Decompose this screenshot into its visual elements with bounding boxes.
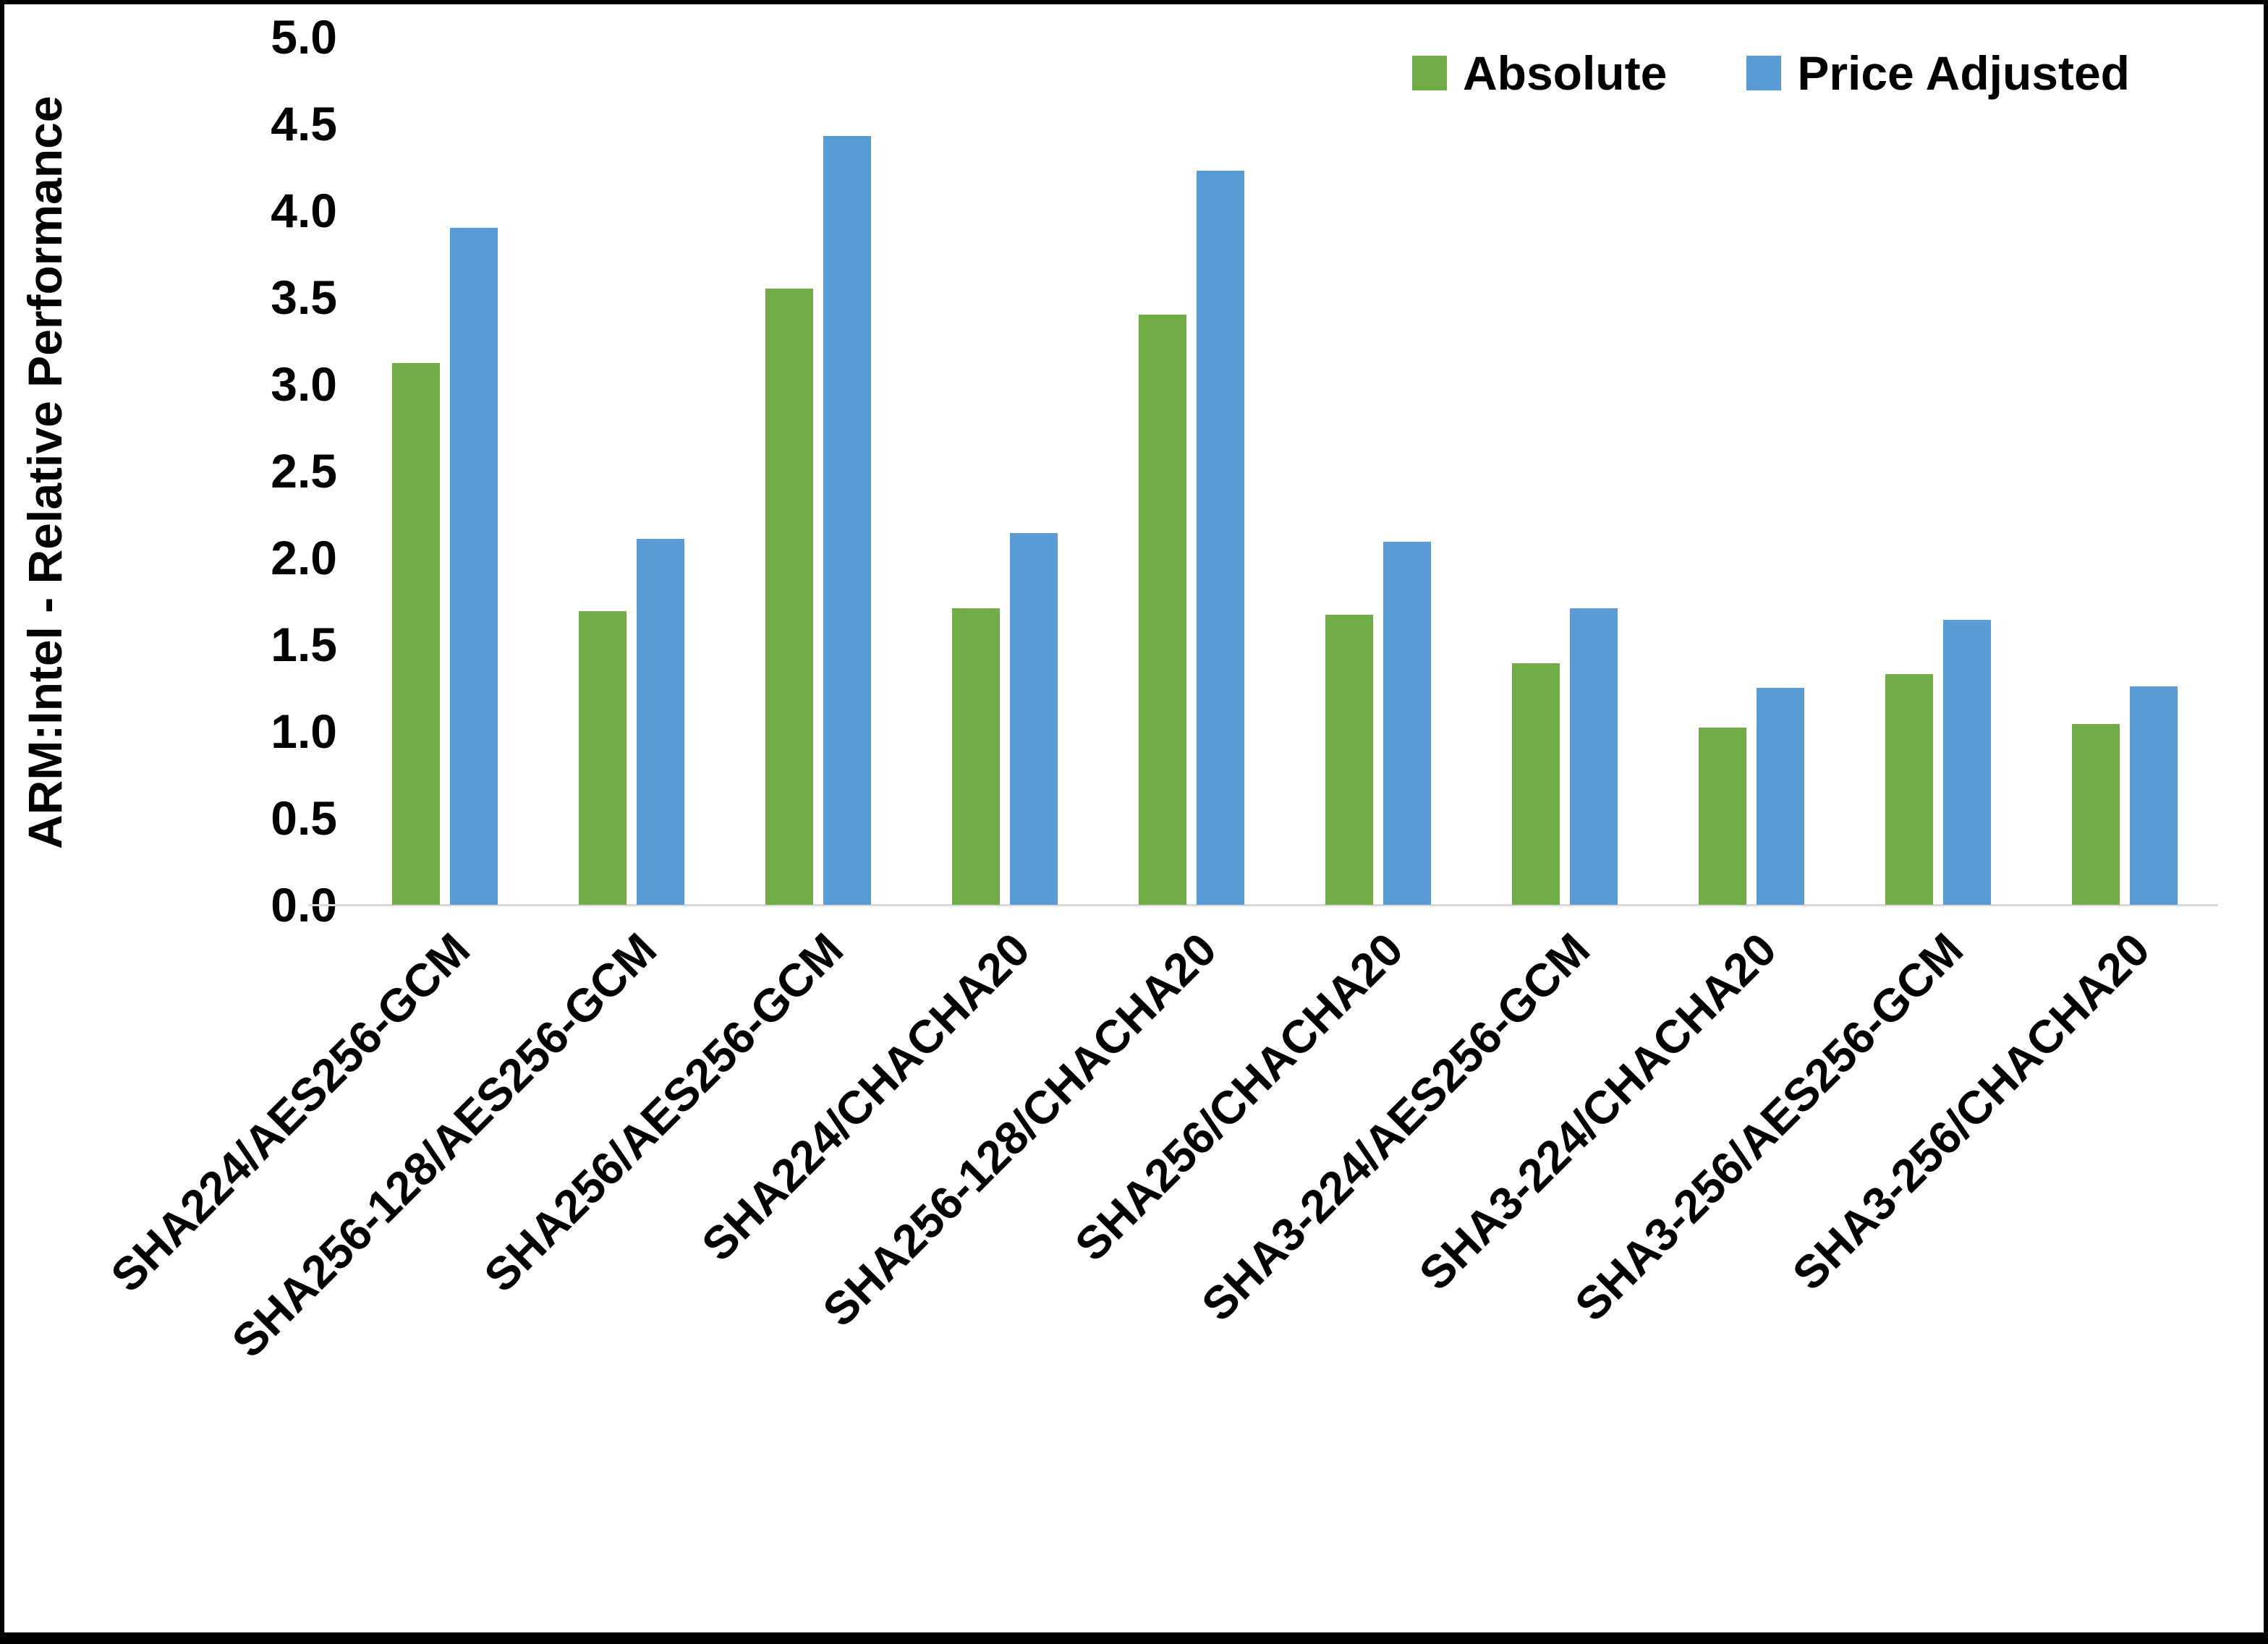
x-axis-category-label: SHA3-256/AES256-GCM [1565, 923, 1974, 1332]
x-axis-category-label: SHA256-128/AES256-GCM [221, 923, 667, 1368]
bar-absolute [1512, 663, 1560, 905]
x-axis-category-label: SHA224/CHACHA20 [692, 923, 1040, 1272]
bar-price-adjusted [450, 228, 498, 905]
bar-price-adjusted [1943, 620, 1991, 905]
y-axis-tick-label: 2.5 [271, 444, 337, 498]
bar-absolute [392, 363, 440, 905]
y-axis-tick-label: 0.5 [271, 791, 337, 845]
bar-group-sha256-128-chacha20 [1098, 37, 1285, 905]
bar-absolute [1699, 728, 1746, 905]
plot-area [308, 37, 2218, 906]
y-axis-tick-label: 3.5 [271, 271, 337, 324]
bar-price-adjusted [1010, 533, 1058, 905]
y-axis-title: ARM:Intel - Relative Performance [18, 95, 72, 850]
bar-price-adjusted [1757, 688, 1804, 905]
bar-absolute [952, 608, 1000, 905]
y-axis-tick-labels: 0.0 0.5 1.0 1.5 2.0 2.5 3.0 3.5 4.0 4.5 5.0 [91, 13, 337, 929]
y-axis-tick-label: 1.0 [271, 704, 337, 758]
legend-item-absolute: Absolute [1411, 46, 1668, 100]
bar-group-sha256-chacha20 [1285, 37, 1471, 905]
y-axis-tick-label: 3.0 [271, 357, 337, 411]
bar-absolute [765, 289, 813, 905]
bar-absolute [1139, 315, 1186, 905]
y-axis-tick-label: 1.5 [271, 618, 337, 671]
bar-price-adjusted [1197, 170, 1244, 905]
x-axis-category-label: SHA3-256/CHACHA20 [1782, 923, 2160, 1300]
bar-group-sha256-aes256-gcm [725, 37, 912, 905]
legend-label-price-adjusted: Price Adjusted [1797, 46, 2130, 100]
y-axis-tick-label: 0.0 [271, 878, 337, 932]
x-axis-line [308, 904, 2218, 906]
legend-label-absolute: Absolute [1462, 46, 1668, 100]
x-axis-category-label: SHA256/AES256-GCM [474, 923, 854, 1302]
bar-price-adjusted [1383, 542, 1431, 905]
bar-absolute [1325, 615, 1373, 905]
bar-group-sha224-chacha20 [912, 37, 1098, 905]
y-axis-tick-label: 5.0 [271, 10, 337, 64]
bar-absolute [2072, 724, 2120, 905]
x-axis-category-label: SHA256-128/CHACHA20 [812, 923, 1227, 1337]
y-axis-tick-label: 4.5 [271, 97, 337, 150]
bar-group-sha224-aes256-gcm [352, 37, 538, 905]
x-axis-category-label: SHA3-224/AES256-GCM [1192, 923, 1600, 1332]
y-axis-tick-label: 2.0 [271, 531, 337, 584]
bar-group-sha256-128-aes256-gcm [538, 37, 725, 905]
bar-price-adjusted [637, 538, 684, 905]
x-axis-category-label: SHA256/CHACHA20 [1065, 923, 1414, 1272]
legend-swatch-price-adjusted [1746, 56, 1782, 90]
legend: Absolute Price Adjusted [1411, 46, 2130, 100]
bar-absolute [1885, 673, 1933, 905]
bar-price-adjusted [823, 135, 871, 905]
legend-item-price-adjusted: Price Adjusted [1746, 49, 2130, 97]
x-axis-category-label: SHA3-224/CHACHA20 [1409, 923, 1787, 1300]
y-axis-tick-label: 4.0 [271, 184, 337, 237]
x-axis-category-label: SHA224/AES256-GCM [101, 923, 480, 1302]
bar-price-adjusted [1570, 608, 1618, 905]
bar-group-sha3-256-chacha20 [2031, 37, 2218, 905]
bar-group-sha3-224-chacha20 [1658, 37, 1845, 905]
bar-group-sha3-224-aes256-gcm [1471, 37, 1658, 905]
legend-swatch-absolute [1411, 56, 1447, 90]
bar-group-sha3-256-aes256-gcm [1845, 37, 2031, 905]
bar-price-adjusted [2130, 686, 2178, 905]
bar-absolute [579, 611, 627, 905]
